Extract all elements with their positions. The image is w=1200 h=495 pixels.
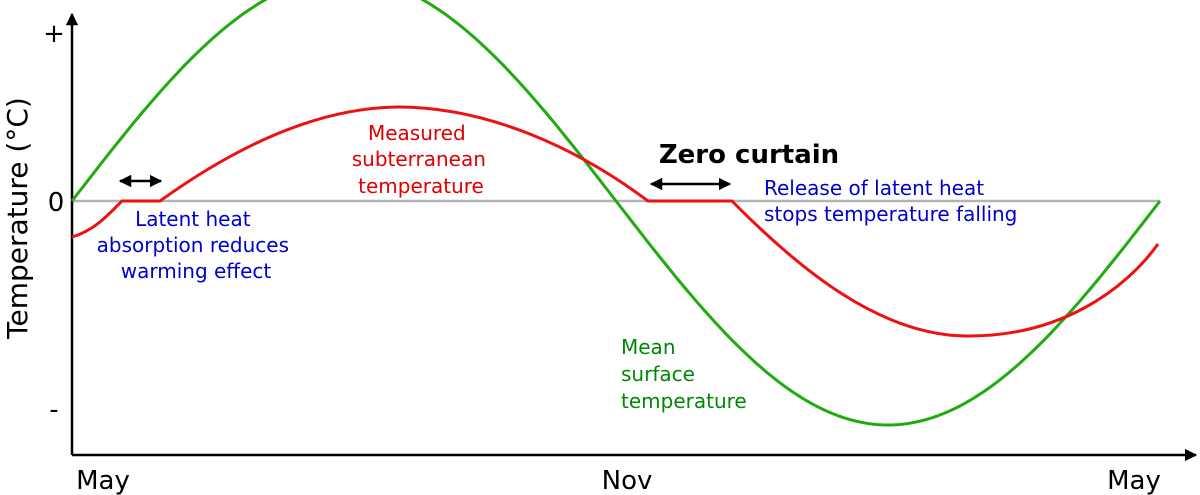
y-axis-label: Temperature (°C) <box>1 97 34 340</box>
y-tick-label-plus: + <box>43 19 65 49</box>
x-tick-label-may-start: May <box>76 466 130 495</box>
series-line-mean-surface <box>70 0 1162 427</box>
zero-curtain-label: Zero curtain <box>659 140 839 170</box>
x-tick-label-nov: Nov <box>602 466 653 495</box>
latent-heat-absorption-annotation: Latent heat absorption reduces warming e… <box>97 207 296 283</box>
y-tick-label-minus: - <box>49 395 58 425</box>
measured-subterranean-annotation: Measured subterranean temperature <box>352 121 493 198</box>
series-line-subterranean <box>71 105 1160 338</box>
y-tick-label-zero: 0 <box>48 188 65 218</box>
x-tick-label-may-end: May <box>1107 466 1161 495</box>
release-latent-heat-annotation: Release of latent heat stops temperature… <box>764 176 1017 226</box>
mean-surface-annotation: Mean surface temperature <box>621 335 747 413</box>
